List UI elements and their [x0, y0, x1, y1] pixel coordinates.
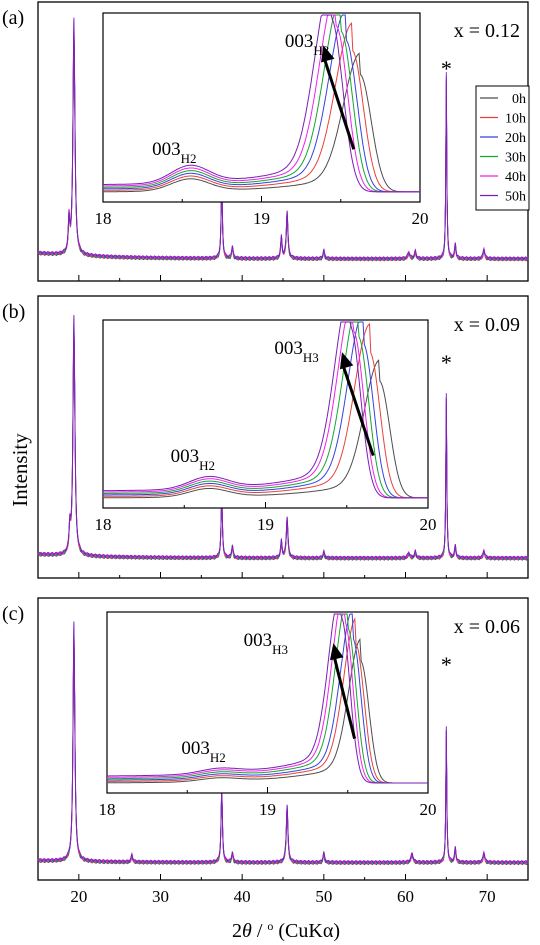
inset-tick-label: 18: [99, 800, 116, 819]
series-line-50h: [38, 17, 529, 260]
inset-series-line-20h: [103, 14, 420, 193]
inset-plot: 18 19 20 003H2 003H3: [95, 319, 437, 534]
x-axis-label-part: o: [267, 919, 273, 933]
inset-series-line-10h: [102, 22, 420, 193]
inset-series-line-0h: [107, 637, 428, 784]
inset-peak-label: 003H3: [274, 338, 318, 365]
series-line-50h: [38, 314, 529, 559]
inset-plot: 18 19 20 003H2 003H3: [99, 611, 437, 819]
x-tick-label: 20: [70, 887, 87, 906]
inset-tick-label: 20: [420, 515, 437, 534]
shift-arrow-shaft: [331, 652, 357, 739]
legend-frame: [475, 85, 530, 211]
inset-peak-label: 003H3: [244, 630, 288, 657]
x-tick-label: 70: [479, 887, 496, 906]
inset-series-line-40h: [103, 14, 420, 193]
inset-peak-label: 003H2: [152, 139, 196, 166]
inset-series-line-10h: [107, 617, 428, 784]
composition-label: x = 0.06: [454, 616, 520, 638]
x-axis-label-part: /: [252, 920, 268, 942]
inset-tick-label: 20: [412, 209, 429, 228]
legend-entry: 10h: [505, 112, 526, 127]
shift-arrow-shaft: [340, 361, 375, 457]
inset-series-line-50h: [103, 14, 420, 193]
xrd-panel: * (c) x = 0.06 18 19 20 003H2 003H3: [2, 597, 529, 881]
x-tick-label: 60: [397, 887, 414, 906]
inset-tick-label: 19: [253, 209, 270, 228]
shift-arrow-shaft: [321, 54, 356, 150]
legend-entry: 0h: [512, 92, 526, 107]
inset-series-line-20h: [103, 321, 428, 499]
x-axis-label-part: 2: [232, 920, 242, 942]
shift-arrow-head: [339, 352, 354, 370]
xrd-panel: * (b) x = 0.09 18 19 20 003H2 003H3: [2, 295, 529, 579]
composition-label: x = 0.12: [454, 20, 520, 42]
inset-peak-label: 003H2: [171, 446, 215, 473]
inset-series-line-0h: [103, 359, 428, 499]
inset-series-line-50h: [107, 613, 428, 784]
x-tick-label: 30: [152, 887, 169, 906]
inset-series-line-20h: [107, 613, 428, 784]
panel-label: (b): [2, 301, 25, 323]
series-line-50h: [38, 621, 529, 864]
x-tick-label: 50: [315, 887, 332, 906]
shift-arrow-head: [321, 45, 335, 63]
shift-arrow-head: [329, 643, 344, 661]
legend: 0h 10h 20h 30h 40h 50h: [475, 85, 530, 211]
star-marker: *: [441, 56, 452, 81]
inset-frame: [102, 12, 421, 203]
panel-label: (c): [2, 603, 24, 625]
y-axis-label: Intensity: [8, 433, 32, 507]
star-marker: *: [441, 652, 452, 677]
star-marker: *: [441, 350, 452, 375]
inset-peak-label: 003H2: [181, 738, 225, 765]
inset-tick-label: 19: [257, 515, 274, 534]
inset-series-line-30h: [107, 613, 428, 784]
svg-text:2θ / o (CuKα): 2θ / o (CuKα): [232, 919, 340, 942]
inset-series-line-40h: [103, 321, 428, 499]
legend-entry: 20h: [505, 131, 526, 146]
inset-tick-label: 19: [259, 800, 276, 819]
inset-series-line-30h: [103, 14, 420, 193]
legend-entry: 50h: [505, 190, 526, 205]
legend-entry: 40h: [505, 170, 526, 185]
inset-series-line-0h: [103, 52, 420, 193]
inset-frame: [106, 611, 429, 794]
legend-entry: 30h: [505, 151, 526, 166]
x-axis-label-part: (CuKα): [273, 920, 340, 942]
panel-label: (a): [2, 7, 24, 29]
x-axis-label: 2θ / o (CuKα): [232, 919, 340, 942]
composition-label: x = 0.09: [454, 314, 520, 336]
inset-tick-label: 20: [420, 800, 437, 819]
x-tick-label: 40: [234, 887, 251, 906]
inset-series-line-10h: [103, 322, 428, 499]
inset-series-line-50h: [102, 321, 428, 499]
inset-frame: [102, 319, 429, 509]
inset-series-line-30h: [103, 321, 428, 499]
inset-tick-label: 18: [95, 515, 112, 534]
x-axis-label-part: θ: [242, 920, 252, 942]
inset-tick-label: 18: [95, 209, 112, 228]
